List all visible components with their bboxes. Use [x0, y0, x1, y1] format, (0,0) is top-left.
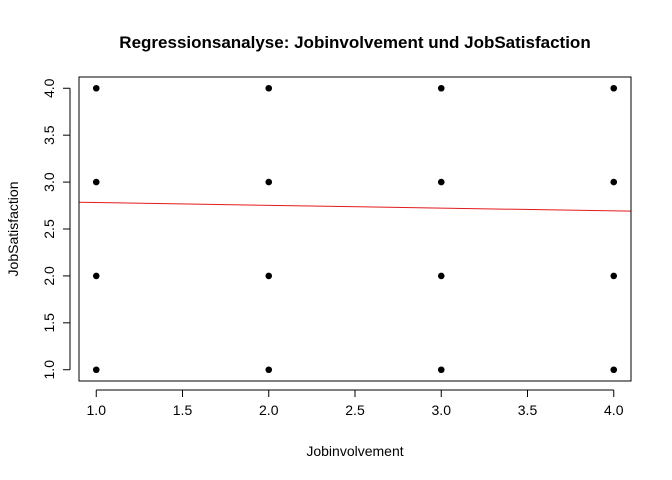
data-point [437, 366, 445, 374]
data-point [265, 366, 273, 374]
data-point [610, 272, 618, 280]
y-tick-label: 1.5 [41, 313, 57, 333]
y-tick-label: 4.0 [41, 78, 57, 98]
data-point [610, 178, 618, 186]
regression-line [78, 201, 632, 212]
y-tick-label: 3.5 [41, 125, 57, 145]
x-axis-label: Jobinvolvement [306, 443, 403, 459]
y-tick-label: 3.0 [41, 172, 57, 192]
data-point [265, 178, 273, 186]
data-point [265, 272, 273, 280]
x-tick-label: 1.0 [87, 402, 107, 418]
data-point [92, 84, 100, 92]
plot-frame [78, 76, 632, 382]
x-axis: 1.0 1.5 2.0 2.5 3.0 3.5 4.0 [87, 389, 624, 418]
x-tick-label: 2.0 [259, 402, 279, 418]
data-point [437, 84, 445, 92]
data-point [92, 272, 100, 280]
y-tick-label: 2.5 [41, 219, 57, 239]
y-axis: 1.0 1.5 2.0 2.5 3.0 3.5 4.0 [41, 78, 71, 380]
data-point [610, 366, 618, 374]
y-axis-label: JobSatisfaction [5, 182, 21, 277]
data-point [265, 84, 273, 92]
x-tick-label: 2.5 [345, 402, 365, 418]
plot-area [78, 84, 632, 374]
x-tick-label: 3.0 [432, 402, 452, 418]
x-tick-label: 3.5 [518, 402, 538, 418]
data-point [437, 178, 445, 186]
chart-title: Regressionsanalyse: Jobinvolvement und J… [119, 33, 590, 52]
data-point [92, 366, 100, 374]
y-tick-label: 1.0 [41, 360, 57, 380]
data-point [610, 84, 618, 92]
data-point [437, 272, 445, 280]
x-tick-label: 4.0 [604, 402, 624, 418]
data-point [92, 178, 100, 186]
x-tick-label: 1.5 [173, 402, 193, 418]
y-tick-label: 2.0 [41, 266, 57, 286]
